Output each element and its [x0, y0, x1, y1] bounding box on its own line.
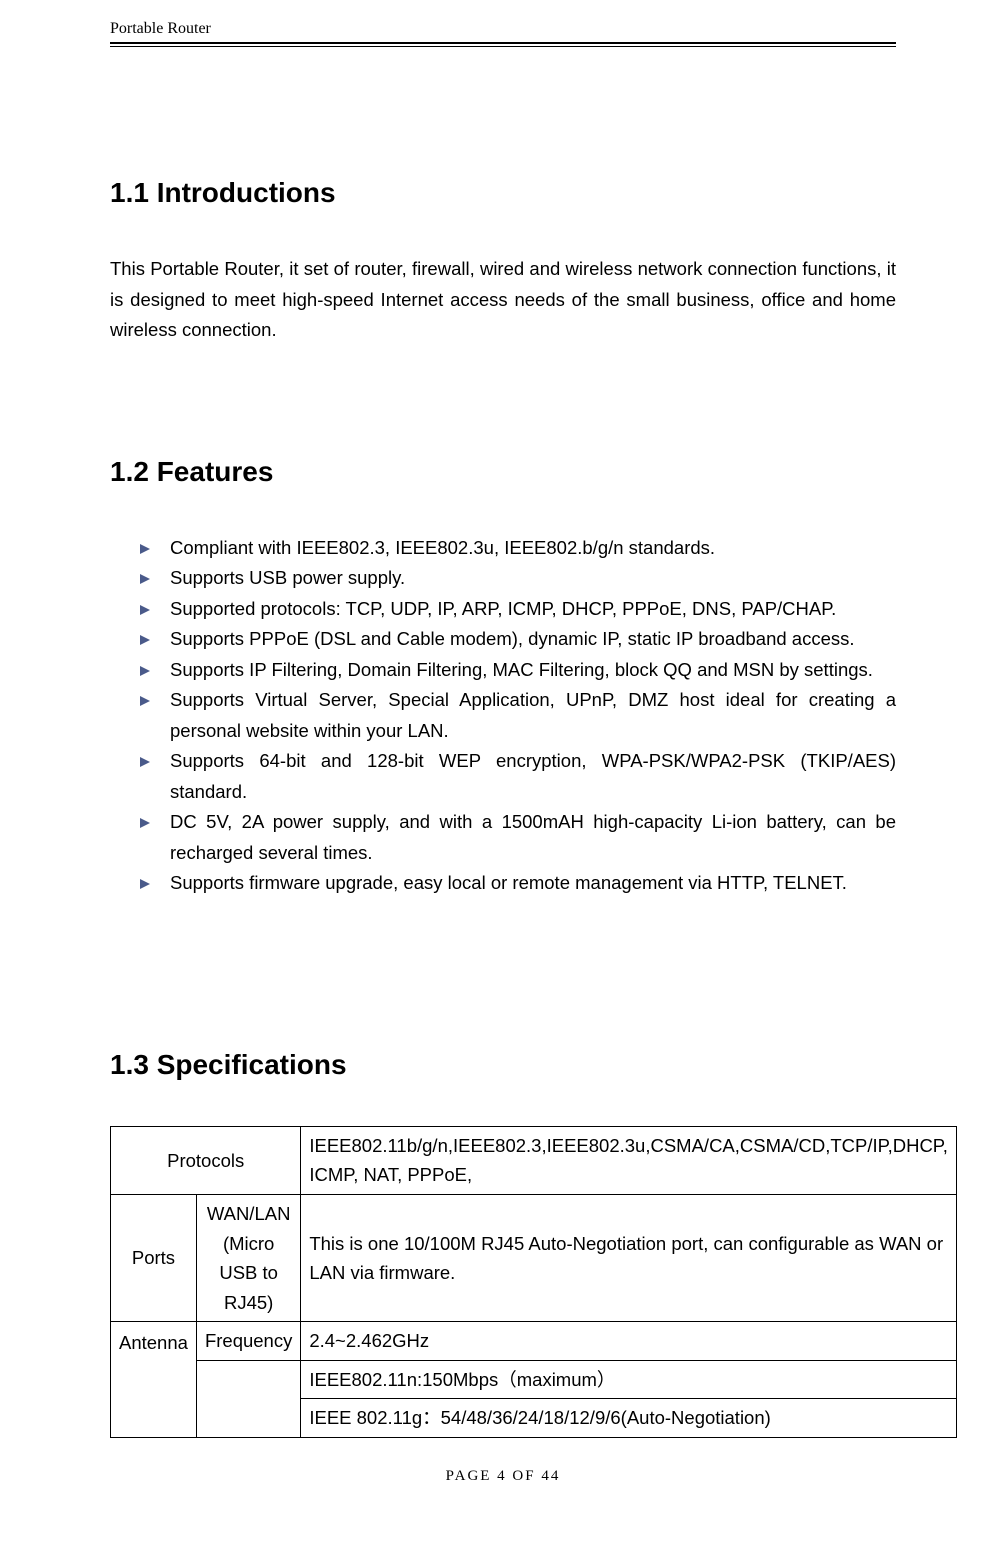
document-page: Portable Router 1.1 Introductions This P… — [0, 0, 1006, 1515]
intro-paragraph: This Portable Router, it set of router, … — [110, 254, 896, 346]
feature-item: Supports 64-bit and 128-bit WEP encrypti… — [140, 746, 896, 807]
specifications-table: Protocols IEEE802.11b/g/n,IEEE802.3,IEEE… — [110, 1126, 957, 1438]
feature-item: Supports Virtual Server, Special Applica… — [140, 685, 896, 746]
header-title: Portable Router — [110, 20, 896, 42]
spec-value: 2.4~2.462GHz — [301, 1322, 957, 1361]
spec-sublabel-empty — [196, 1360, 300, 1437]
features-list: Compliant with IEEE802.3, IEEE802.3u, IE… — [110, 533, 896, 899]
spec-sublabel: Frequency — [196, 1322, 300, 1361]
page-footer: PAGE 4 OF 44 — [110, 1468, 896, 1485]
section-1-1-heading: 1.1 Introductions — [110, 177, 896, 209]
section-1-3-heading: 1.3 Specifications — [110, 1049, 896, 1081]
spec-value: IEEE 802.11g：54/48/36/24/18/12/9/6(Auto-… — [301, 1399, 957, 1438]
spec-sublabel: WAN/LAN (Micro USB to RJ45) — [196, 1194, 300, 1321]
spec-value: IEEE802.11b/g/n,IEEE802.3,IEEE802.3u,CSM… — [301, 1126, 957, 1194]
table-row: Ports WAN/LAN (Micro USB to RJ45) This i… — [111, 1194, 957, 1321]
feature-item: Supports PPPoE (DSL and Cable modem), dy… — [140, 624, 896, 655]
feature-item: Supported protocols: TCP, UDP, IP, ARP, … — [140, 594, 896, 625]
spec-label: Protocols — [111, 1126, 301, 1194]
table-row: Antenna Frequency 2.4~2.462GHz — [111, 1322, 957, 1361]
spec-value: IEEE802.11n:150Mbps（maximum） — [301, 1360, 957, 1399]
spec-label: Antenna — [111, 1322, 197, 1438]
feature-item: Compliant with IEEE802.3, IEEE802.3u, IE… — [140, 533, 896, 564]
feature-item: Supports USB power supply. — [140, 563, 896, 594]
table-row: Protocols IEEE802.11b/g/n,IEEE802.3,IEEE… — [111, 1126, 957, 1194]
spec-value: This is one 10/100M RJ45 Auto-Negotiatio… — [301, 1194, 957, 1321]
table-row: IEEE802.11n:150Mbps（maximum） — [111, 1360, 957, 1399]
feature-item: Supports firmware upgrade, easy local or… — [140, 868, 896, 899]
feature-item: DC 5V, 2A power supply, and with a 1500m… — [140, 807, 896, 868]
feature-item: Supports IP Filtering, Domain Filtering,… — [140, 655, 896, 686]
section-1-2-heading: 1.2 Features — [110, 456, 896, 488]
header-divider — [110, 42, 896, 47]
spec-label: Ports — [111, 1194, 197, 1321]
